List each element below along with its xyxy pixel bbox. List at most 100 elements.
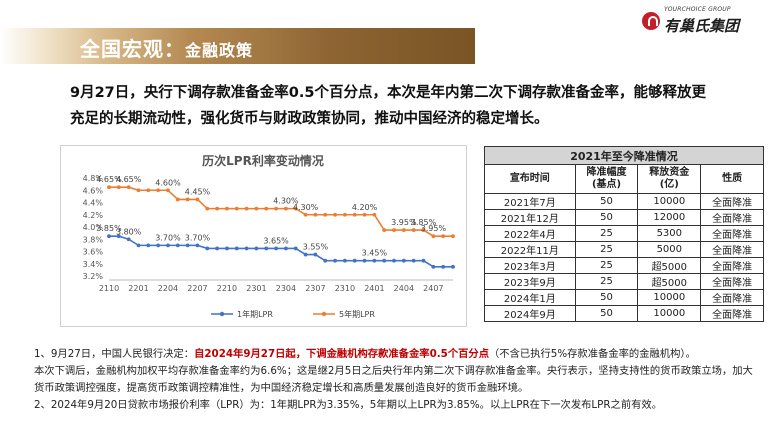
data-point [401, 228, 406, 232]
y-tick-label: 3.4% [83, 260, 104, 269]
table-cell: 10000 [637, 305, 702, 322]
data-label: 3.55% [303, 243, 329, 252]
data-point [411, 258, 416, 263]
table-body: 2021年7月 50 10000 全面降准 2021年12月 50 12000 全面降准 202… [484, 193, 764, 322]
data-point [126, 237, 131, 242]
y-tick-label: 4.6% [83, 186, 104, 195]
y-tick-label: 4.2% [83, 211, 104, 220]
table-cell: 2024年1月 [484, 289, 576, 306]
data-point [205, 206, 210, 211]
x-tick-label: 2210 [217, 284, 237, 293]
table-cell: 全面降准 [700, 273, 764, 290]
logo-mark-icon [642, 12, 660, 30]
table-row: 2021年7月 50 10000 全面降准 [484, 193, 764, 210]
x-tick-label: 2204 [158, 284, 178, 293]
data-point [303, 252, 308, 257]
data-point [421, 228, 426, 232]
table-cell: 50 [574, 193, 639, 210]
y-tick-label: 4.4% [83, 199, 104, 208]
note-1: 1、9月27日，中国人民银行决定：自2024年9月27日起，下调金融机构存款准备… [34, 346, 754, 363]
data-point [264, 206, 269, 211]
data-point [116, 234, 121, 239]
data-point [411, 228, 416, 232]
data-point [313, 212, 318, 217]
data-point [323, 212, 328, 217]
data-point [362, 258, 367, 263]
data-point [215, 206, 220, 211]
data-label: 3.65% [263, 236, 289, 245]
logo-english: YOURCHOICE GROUP [664, 6, 731, 13]
data-label: 3.85% [411, 218, 437, 227]
table-cell: 超5000 [637, 273, 702, 290]
data-point [441, 234, 446, 239]
data-label: 3.70% [155, 233, 181, 242]
y-tick-label: 3.8% [83, 235, 104, 244]
data-label: 3.95% [421, 224, 447, 233]
data-point [382, 228, 387, 232]
table-cell: 全面降准 [700, 257, 764, 274]
y-tick-label: 4.8% [83, 174, 104, 183]
legend-marker [219, 311, 225, 317]
logo-chinese: 有巢氏集团 [664, 17, 740, 35]
table-cell: 2021年12月 [484, 209, 576, 226]
table-cell: 25 [574, 225, 639, 242]
data-point [107, 234, 111, 239]
data-label: 4.45% [185, 187, 211, 196]
header-cut-bp: 降准幅度 (基点) [574, 164, 639, 194]
data-point [146, 188, 151, 193]
data-point [451, 234, 455, 239]
table-cell: 2023年9月 [484, 273, 576, 290]
data-point [166, 188, 170, 193]
x-tick-label: 2207 [187, 284, 207, 293]
x-tick-label: 2407 [423, 284, 443, 293]
table-cell: 全面降准 [700, 289, 764, 306]
table-cell: 50 [574, 289, 639, 306]
data-point [451, 264, 455, 269]
x-tick-label: 2401 [364, 284, 384, 293]
page-title-main: 全国宏观： [80, 37, 185, 61]
data-point [205, 246, 210, 251]
table-cell: 2022年4月 [484, 225, 576, 242]
data-point [175, 243, 180, 248]
series-line-5y-lpr [109, 186, 453, 237]
legend-label: 5年期LPR [339, 309, 375, 319]
data-point [195, 197, 200, 202]
data-point [284, 246, 288, 251]
data-point [293, 206, 298, 211]
table-row: 2024年9月 50 10000 全面降准 [484, 305, 764, 322]
data-label: 4.65% [116, 175, 142, 184]
data-point [146, 243, 151, 248]
company-logo: YOURCHOICE GROUP 有巢氏集团 [640, 4, 760, 35]
table-cell: 全面降准 [700, 193, 764, 210]
data-label: 4.20% [352, 203, 378, 212]
data-label: 4.30% [273, 197, 299, 206]
header-band [0, 28, 475, 64]
legend-marker [321, 311, 327, 317]
note-1-suffix: （不含已执行5%存款准备金率的金融机构）。 [489, 348, 696, 360]
table-cell: 25 [574, 257, 639, 274]
data-label: 4.30% [293, 203, 319, 212]
data-point [352, 212, 357, 217]
x-tick-label: 2304 [276, 284, 296, 293]
note-2: 本次下调后，金融机构加权平均存款准备金率约为6.6%；这是继2月5日之后央行年内… [34, 365, 753, 394]
lpr-chart: 历次LPR利率变动情况 3.2% 3.4% 3.6% 3.8% 4.0% 4.2% 4.4% 4… [60, 145, 467, 327]
data-point [175, 197, 180, 202]
data-point [234, 246, 239, 251]
data-point [234, 206, 239, 211]
data-point [284, 206, 288, 211]
data-point [323, 258, 328, 263]
data-label: 4.60% [155, 178, 181, 187]
x-tick-label: 2301 [246, 284, 266, 293]
table-cell: 25 [574, 273, 639, 290]
data-point [274, 206, 278, 211]
data-point [372, 212, 377, 217]
data-label: 3.70% [185, 233, 211, 242]
table-header-row: 宣布时间 降准幅度 (基点) 释放资金 (亿) 性质 [484, 164, 764, 194]
table-cell: 全面降准 [700, 241, 764, 258]
header-type: 性质 [700, 164, 764, 194]
table-caption: 2021年至今降准情况 [484, 146, 764, 165]
legend-label: 1年期LPR [237, 309, 273, 319]
data-point [382, 258, 387, 263]
table-cell: 50 [574, 209, 639, 226]
data-point [126, 185, 131, 190]
